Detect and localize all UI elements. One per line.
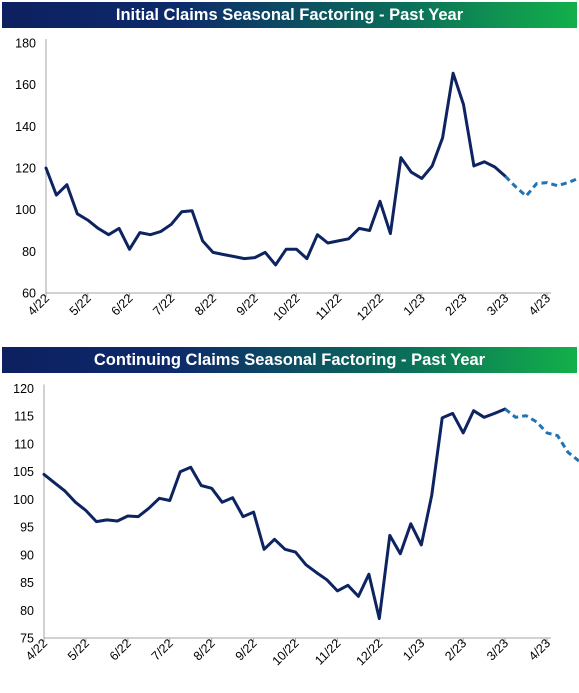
- x-tick-label: 11/22: [312, 636, 343, 667]
- y-tick-label: 180: [15, 37, 36, 51]
- x-tick-label: 5/22: [67, 291, 94, 318]
- y-tick-label: 80: [20, 604, 34, 618]
- x-tick-label: 3/23: [484, 636, 511, 663]
- y-tick-label: 105: [13, 465, 34, 479]
- x-tick-label: 1/23: [401, 291, 428, 318]
- x-tick-label: 4/23: [526, 636, 553, 663]
- y-tick-label: 120: [13, 382, 34, 396]
- y-tick-label: 90: [20, 548, 34, 562]
- y-tick-label: 100: [15, 203, 36, 217]
- y-tick-label: 160: [15, 78, 36, 92]
- y-tick-label: 110: [14, 437, 34, 451]
- y-tick-label: 95: [20, 521, 34, 535]
- projection-series-line: [504, 175, 579, 198]
- y-tick-label: 85: [20, 576, 34, 590]
- continuing-claims-panel: Continuing Claims Seasonal Factoring - P…: [0, 340, 579, 693]
- x-tick-label: 10/22: [270, 636, 302, 668]
- actual-series-line: [44, 71, 476, 267]
- y-tick-label: 115: [14, 410, 34, 424]
- x-tick-label: 7/22: [149, 636, 176, 663]
- y-tick-label: 100: [13, 493, 34, 507]
- initial-claims-panel: Initial Claims Seasonal Factoring - Past…: [0, 0, 579, 340]
- y-tick-label: 140: [15, 120, 36, 134]
- x-tick-label: 1/23: [400, 636, 427, 663]
- x-tick-label: 12/22: [354, 291, 386, 323]
- x-tick-label: 11/22: [313, 291, 344, 322]
- chart-title-initial: Initial Claims Seasonal Factoring - Past…: [2, 2, 577, 28]
- x-tick-label: 6/22: [109, 291, 136, 318]
- y-tick-label: 120: [15, 162, 36, 176]
- x-tick-label: 10/22: [271, 291, 303, 323]
- x-tick-label: 12/22: [353, 636, 385, 668]
- y-tick-label: 80: [22, 245, 36, 259]
- x-tick-label: 9/22: [234, 291, 261, 318]
- x-tick-label: 5/22: [65, 636, 92, 663]
- x-tick-label: 2/23: [443, 291, 470, 318]
- projection-series-line: [504, 407, 579, 465]
- y-tick-label: 60: [22, 287, 36, 301]
- x-tick-label: 8/22: [192, 291, 219, 318]
- x-tick-label: 7/22: [150, 291, 177, 318]
- x-tick-label: 3/23: [484, 291, 511, 318]
- x-tick-label: 4/23: [526, 291, 553, 318]
- chart-title-continuing: Continuing Claims Seasonal Factoring - P…: [2, 347, 577, 373]
- actual-series-line: [472, 160, 507, 178]
- x-tick-label: 9/22: [233, 636, 260, 663]
- x-tick-label: 8/22: [191, 636, 218, 663]
- actual-series-line: [42, 407, 507, 621]
- x-tick-label: 6/22: [107, 636, 134, 663]
- y-tick-label: 75: [20, 632, 34, 646]
- x-tick-label: 2/23: [442, 636, 469, 663]
